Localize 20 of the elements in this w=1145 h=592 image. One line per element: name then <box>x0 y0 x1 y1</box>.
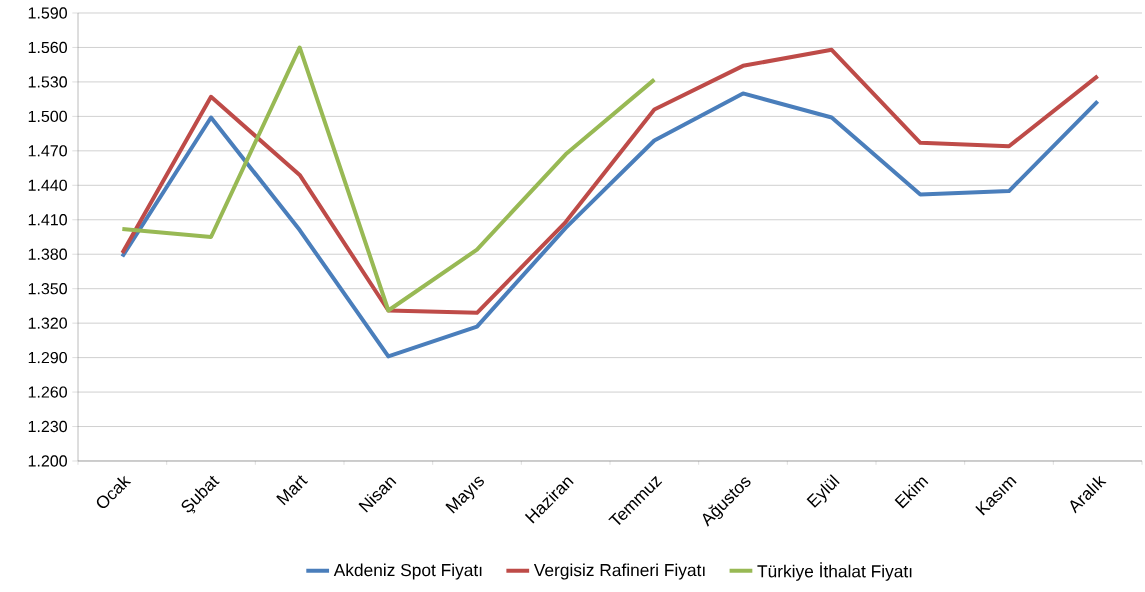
y-tick-label: 1.410 <box>28 214 67 226</box>
y-tick-label: 1.500 <box>28 110 67 123</box>
line-series <box>120 47 1100 315</box>
y-tick-label: 1.440 <box>28 179 67 191</box>
legend-label: Türkiye İthalat Fiyatı <box>757 562 912 581</box>
y-tick-label: 1.260 <box>28 386 67 398</box>
line-series <box>120 91 1100 359</box>
legend-label: Vergisiz Rafineri Fiyatı <box>533 563 705 580</box>
y-tick-label: 1.590 <box>28 7 67 19</box>
y-tick-label: 1.350 <box>28 283 67 295</box>
y-tick-label: 1.200 <box>28 455 67 467</box>
legend-label: Akdeniz Spot Fiyatı <box>333 563 482 580</box>
y-tick-label: 1.230 <box>28 420 67 433</box>
y-tick-label: 1.290 <box>28 351 67 364</box>
y-tick-label: 1.470 <box>28 145 67 157</box>
line-series <box>120 45 657 313</box>
y-tick-label: 1.560 <box>28 41 67 54</box>
y-tick-label: 1.530 <box>28 76 67 88</box>
y-tick-label: 1.380 <box>28 248 67 260</box>
y-tick-label: 1.320 <box>28 317 67 329</box>
